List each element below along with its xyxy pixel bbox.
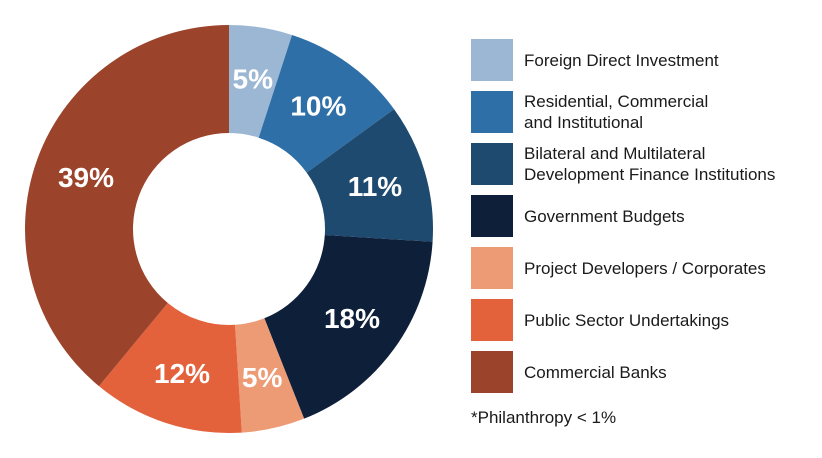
donut-slice [98, 302, 242, 433]
legend-item: Residential, Commercial and Institutional [471, 91, 821, 133]
legend-swatch [471, 39, 513, 81]
legend-swatch [471, 143, 513, 185]
donut-slice [258, 34, 395, 173]
legend-swatch [471, 299, 513, 341]
legend-label-line: Residential, Commercial [524, 92, 709, 111]
legend-label-line: Project Developers / Corporates [524, 258, 766, 278]
legend-label: Residential, Commercial and Institutional [524, 91, 822, 133]
legend-label: Project Developers / Corporates [524, 247, 822, 289]
legend-swatch [471, 195, 513, 237]
donut-slice [264, 235, 433, 419]
donut-chart: 5% 10% 11% 18% 5% 12% 39% [25, 25, 433, 433]
donut-slice [25, 25, 229, 387]
legend-swatch [471, 247, 513, 289]
legend-item: Commercial Banks [471, 351, 821, 393]
legend-label: Commercial Banks [524, 351, 822, 393]
legend-item: Bilateral and Multilateral Development Fi… [471, 143, 821, 185]
legend-label-line: Development Finance Institutions [524, 165, 776, 184]
legend-label-line: and Institutional [524, 113, 644, 132]
legend-label: Foreign Direct Investment [524, 39, 822, 81]
legend-label: Bilateral and Multilateral Development Fi… [524, 143, 822, 185]
legend-label-line: Public Sector Undertakings [524, 310, 730, 330]
legend-label-line: Commercial Banks [524, 362, 667, 382]
donut-slice [229, 25, 293, 138]
slice-percent-label: 10% [290, 91, 346, 122]
legend-item: Project Developers / Corporates [471, 247, 821, 289]
legend-item: Government Budgets [471, 195, 821, 237]
legend-label-line: Government Budgets [524, 206, 685, 226]
donut-chart-area: 5% 10% 11% 18% 5% 12% 39% [25, 25, 433, 433]
legend-swatch [471, 91, 513, 133]
slice-percent-label: 18% [324, 303, 380, 334]
slice-percent-label: 11% [348, 171, 403, 202]
legend-label-line: Bilateral and Multilateral [524, 144, 706, 163]
slice-percent-label: 5% [233, 63, 274, 94]
slice-percent-label: 39% [58, 162, 114, 193]
legend-label: Public Sector Undertakings [524, 299, 822, 341]
legend-item: Foreign Direct Investment [471, 39, 821, 81]
donut-slice [306, 109, 433, 242]
legend-label-line: Foreign Direct Investment [524, 50, 719, 70]
legend-swatch [471, 351, 513, 393]
chart-footnote: *Philanthropy < 1% [471, 408, 617, 427]
legend-label: Government Budgets [524, 195, 822, 237]
legend-item: Public Sector Undertakings [471, 299, 821, 341]
slice-percent-label: 12% [154, 358, 210, 389]
donut-slice [235, 318, 305, 433]
slice-percent-label: 5% [242, 362, 283, 393]
